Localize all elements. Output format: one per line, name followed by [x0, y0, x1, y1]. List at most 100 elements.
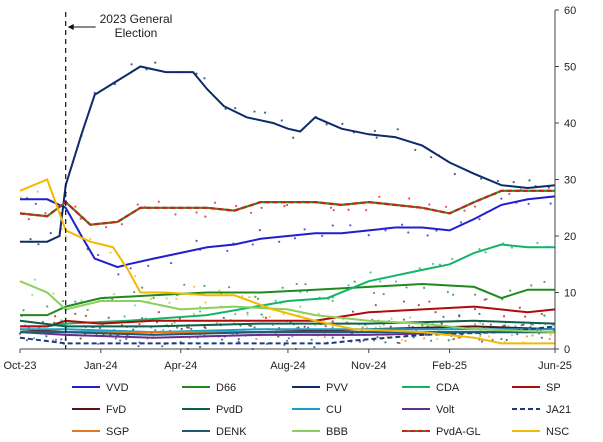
poll-dot-fvd	[303, 325, 306, 328]
poll-dot-cda	[123, 315, 126, 318]
poll-dot-pvda-gl	[44, 212, 47, 215]
poll-dot-pvda-gl	[136, 203, 139, 206]
poll-dot-denk	[430, 339, 433, 342]
poll-dot-pvv	[37, 243, 40, 246]
poll-dot-denk	[447, 339, 450, 342]
poll-dot-pvv	[234, 107, 237, 110]
poll-dot-sp	[524, 315, 527, 318]
poll-dot-cda	[369, 271, 372, 274]
axes-layer: 0 10 20 30 40 50 60 Oct-23 Jan-24 Apr-24 Aug-24 Nov…	[3, 5, 576, 372]
poll-dot-d66	[304, 283, 307, 286]
poll-dot-volt	[424, 333, 427, 337]
poll-dot-d66	[254, 295, 257, 298]
poll-dot-pvv	[528, 179, 531, 182]
poll-dot-pvda-gl	[174, 213, 177, 216]
poll-dot-vvd	[195, 239, 198, 242]
poll-dot-pvv	[292, 136, 295, 139]
poll-dot-fvd	[180, 327, 183, 331]
poll-dot-d66	[530, 284, 533, 287]
series-line-nsc	[19, 178, 555, 345]
x-tick-label: Nov-24	[351, 360, 386, 372]
poll-dot-vvd	[549, 202, 552, 205]
poll-dot-pvda-gl	[283, 204, 286, 208]
poll-dot-sp	[540, 312, 543, 316]
poll-dot-d66	[485, 298, 488, 301]
poll-dot-pvv	[280, 119, 283, 122]
poll-dot-vvd	[258, 229, 261, 232]
poll-dot-nsc	[89, 237, 92, 240]
poll-dot-vvd	[500, 197, 503, 200]
poll-dot-sp	[190, 327, 193, 330]
poll-dot-pvv	[263, 111, 267, 114]
poll-dot-sgp	[255, 337, 258, 341]
x-tick-label: Feb-25	[432, 360, 467, 372]
poll-dot-d66	[543, 280, 546, 283]
poll-dot-nsc	[19, 196, 22, 199]
poll-dot-ja21	[331, 336, 334, 339]
poll-dot-pvda-gl	[508, 192, 511, 195]
poll-dot-vvd	[170, 261, 173, 265]
legend: VVD D66 PVV CDA SP FvD PvdD CU Volt JA21 SGP DENK BB…	[72, 382, 571, 438]
poll-dot-nsc	[436, 337, 439, 340]
poll-dot-sp	[74, 312, 77, 315]
poll-dot-sgp	[525, 335, 528, 338]
poll-dot-pvv	[375, 136, 378, 139]
poll-dot-bbb	[317, 312, 320, 315]
poll-dot-sp	[402, 300, 405, 303]
poll-dot-bbb	[299, 305, 302, 308]
poll-dot-cda	[451, 257, 454, 261]
poll-dot-ja21	[198, 345, 202, 349]
poll-dot-pvda-gl	[347, 208, 350, 211]
poll-dot-pvda-gl	[378, 195, 381, 198]
poll-dot-volt	[287, 337, 290, 340]
poll-dot-nsc	[488, 335, 491, 338]
poll-dot-denk	[114, 337, 117, 340]
poll-dot-pvv	[453, 172, 456, 176]
poll-dot-ja21	[358, 340, 362, 343]
y-tick-label: 40	[564, 118, 576, 130]
poll-dot-nsc	[36, 190, 39, 193]
poll-dot-cda	[246, 311, 249, 314]
poll-dot-pvdd	[442, 315, 445, 318]
poll-dot-ja21	[480, 340, 484, 343]
poll-dot-nsc	[451, 338, 454, 341]
poll-dot-volt	[237, 340, 240, 343]
poll-dot-sp	[428, 300, 431, 303]
poll-dot-pvdd	[543, 314, 546, 317]
poll-dot-pvda-gl	[249, 211, 253, 214]
poll-dot-pvda-gl	[235, 204, 238, 208]
poll-dot-sp	[374, 304, 377, 307]
poll-dot-pvv	[341, 122, 344, 125]
poll-dot-cda	[478, 248, 481, 251]
poll-dot-pvda-gl	[444, 205, 448, 208]
poll-dot-pvda-gl	[213, 201, 217, 204]
poll-dot-denk	[204, 326, 207, 329]
annotation-text: 2023 General	[100, 12, 173, 26]
poll-dot-d66	[372, 291, 376, 295]
poll-dot-volt	[500, 337, 503, 341]
poll-dot-vvd	[226, 249, 229, 252]
poll-dot-ja21	[237, 337, 240, 341]
poll-dot-vvd	[147, 264, 150, 267]
legend-label-fvd: FvD	[106, 404, 126, 416]
poll-dot-denk	[253, 326, 256, 329]
poll-dot-pvda-gl	[27, 218, 30, 221]
poll-dot-pvdd	[520, 324, 523, 327]
poll-dot-pvda-gl	[195, 211, 198, 214]
series-line-ja21	[19, 325, 556, 345]
poll-dot-denk	[185, 326, 189, 329]
poll-dot-sp	[157, 311, 160, 314]
poll-dot-d66	[22, 309, 25, 312]
poll-dot-pvda-gl	[408, 197, 411, 200]
legend-label-pvda-gl: PvdA-GL	[436, 426, 481, 438]
poll-dot-ja21	[161, 345, 164, 348]
poll-dot-fvd	[277, 335, 280, 338]
poll-dot-nsc	[192, 285, 196, 288]
poll-dot-sp	[264, 316, 268, 319]
poll-dot-pvv	[480, 177, 483, 180]
poll-dot-volt	[398, 341, 401, 345]
poll-dot-pvv	[430, 156, 433, 159]
poll-dot-sp	[502, 315, 506, 318]
